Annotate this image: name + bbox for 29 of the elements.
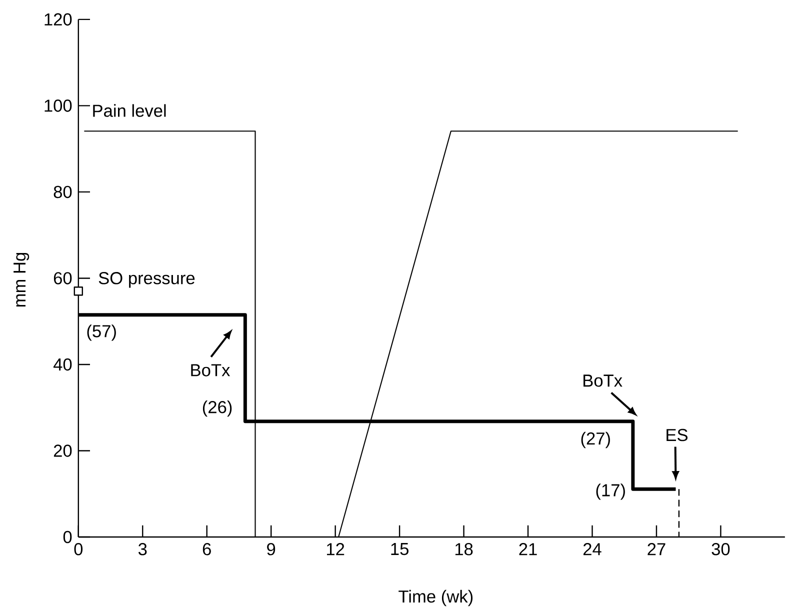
annotation: (27)	[581, 432, 610, 448]
x-tick-label: 3	[138, 543, 147, 556]
y-axis-title: mm Hg	[14, 252, 30, 307]
x-tick-label: 9	[267, 543, 276, 556]
x-tick-label: 30	[712, 543, 730, 556]
annotation: ES	[666, 428, 688, 442]
annotation: (57)	[87, 324, 116, 341]
series-label: SO pressure	[98, 272, 195, 288]
x-tick-label: 6	[202, 543, 211, 556]
y-tick-label: 80	[54, 186, 72, 198]
series-label: Pain level	[93, 104, 166, 117]
annotation: BoTx	[584, 374, 622, 387]
y-tick-label: 100	[44, 100, 72, 112]
y-tick-label: 20	[54, 444, 72, 457]
annotation: BoTx	[191, 364, 230, 376]
x-tick-label: 21	[519, 543, 537, 556]
annotation: (26)	[202, 400, 232, 417]
y-tick-label: 40	[53, 358, 72, 371]
y-tick-label: 120	[44, 13, 72, 26]
x-tick-label: 15	[391, 543, 408, 556]
x-tick-label: 12	[326, 543, 344, 556]
x-tick-label: 27	[648, 543, 666, 556]
y-tick-label: 0	[63, 530, 72, 544]
x-tick-label: 24	[583, 543, 602, 556]
x-tick-label: 0	[74, 543, 83, 556]
y-tick-label: 60	[54, 272, 72, 284]
annotation: (17)	[596, 484, 625, 500]
x-tick-label: 18	[455, 543, 473, 556]
x-axis-title: Time (wk)	[398, 590, 473, 606]
